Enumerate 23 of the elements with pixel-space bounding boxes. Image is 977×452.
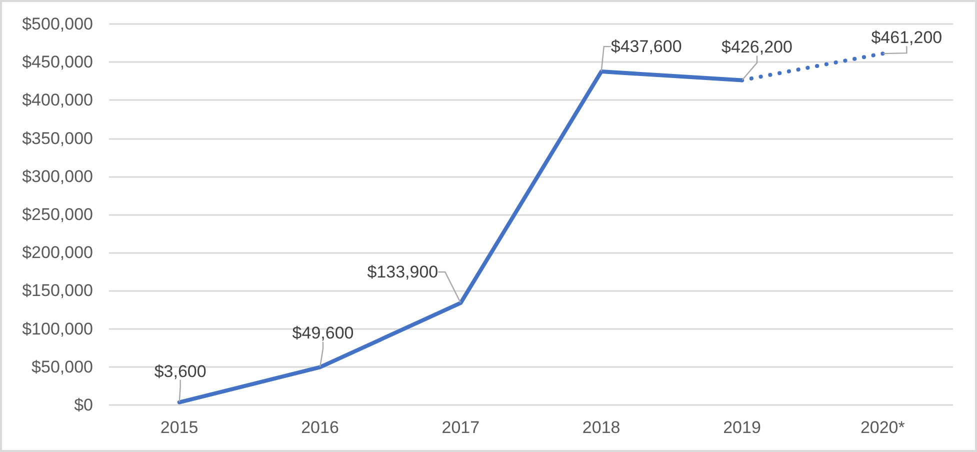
y-tick-label: $200,000 — [22, 243, 93, 262]
x-tick-label: 2018 — [582, 418, 620, 437]
y-tick-label: $250,000 — [22, 205, 93, 224]
y-tick-label: $500,000 — [22, 14, 93, 34]
y-tick-label: $0 — [74, 396, 93, 414]
data-label: $49,600 — [292, 324, 354, 343]
y-tick-label: $50,000 — [32, 357, 93, 376]
y-tick-label: $300,000 — [22, 166, 93, 186]
data-label: $461,200 — [871, 28, 942, 48]
y-tick-label: $100,000 — [22, 319, 93, 338]
x-tick-label: 2020* — [860, 418, 906, 437]
x-tick-label: 2019 — [723, 418, 761, 437]
y-tick-label: $450,000 — [22, 52, 93, 72]
y-tick-label: $400,000 — [22, 90, 93, 110]
data-label: $437,600 — [610, 37, 682, 56]
y-tick-label: $150,000 — [22, 281, 93, 300]
x-tick-label: 2015 — [160, 418, 198, 437]
data-label: $133,900 — [367, 262, 438, 282]
y-tick-label: $350,000 — [22, 128, 93, 148]
x-tick-label: 2017 — [442, 418, 480, 437]
data-label: $3,600 — [154, 362, 206, 381]
data-label: $426,200 — [722, 38, 792, 57]
x-tick-label: 2016 — [301, 418, 339, 437]
